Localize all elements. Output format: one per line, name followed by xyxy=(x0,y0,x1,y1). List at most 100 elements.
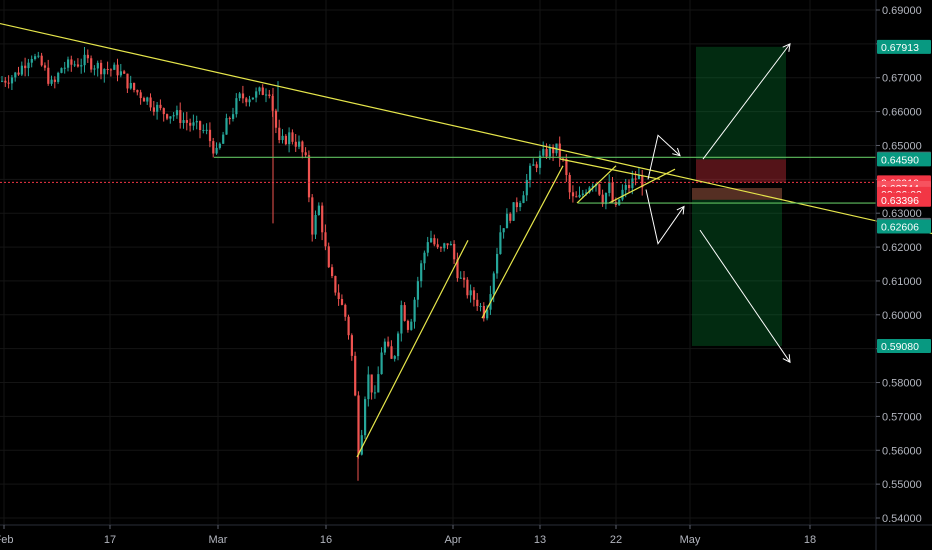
y-tick-label: 0.65000 xyxy=(882,140,922,152)
candle-body xyxy=(311,197,314,235)
candle-body xyxy=(423,252,426,264)
price-badge xyxy=(877,338,931,353)
candle-body xyxy=(601,194,604,205)
candle-body xyxy=(241,93,245,99)
candle-body xyxy=(608,182,611,193)
candle-body xyxy=(116,64,119,76)
candle-body xyxy=(288,132,291,145)
candle-body xyxy=(156,104,159,112)
price-badge xyxy=(877,192,931,207)
candle-body xyxy=(327,246,330,268)
candle-body xyxy=(314,214,317,235)
candle-body xyxy=(93,68,96,70)
candle-body xyxy=(565,158,568,176)
drawings xyxy=(0,22,932,458)
price-badge-label: 0.62606 xyxy=(881,222,919,234)
candle-body xyxy=(278,127,281,141)
candle-body xyxy=(90,58,93,70)
candle-body xyxy=(119,71,122,76)
candle-body xyxy=(228,118,231,120)
candle-body xyxy=(591,185,594,188)
candle-body xyxy=(512,202,515,221)
candle-body xyxy=(387,341,390,347)
candle-body xyxy=(30,59,33,63)
arrow-head xyxy=(672,147,681,157)
price-badges: 0.679130.646130.645900.639100.6374403:36… xyxy=(877,39,931,353)
candle-body xyxy=(67,59,70,68)
trend-line xyxy=(576,165,617,204)
candle-body xyxy=(575,196,578,198)
candle-body xyxy=(472,290,476,300)
x-tick-label: 22 xyxy=(610,534,622,546)
candle-body xyxy=(548,146,551,157)
candle-body xyxy=(281,135,284,141)
candle-body xyxy=(456,259,459,279)
candle-body xyxy=(47,67,50,84)
x-tick-label: Feb xyxy=(0,534,13,546)
candle-body xyxy=(486,309,489,319)
candle-body xyxy=(611,182,614,202)
candle-body xyxy=(185,120,188,123)
candle-body xyxy=(631,178,634,189)
candle-body xyxy=(298,141,301,147)
candle-body xyxy=(284,135,287,145)
candle-body xyxy=(621,189,624,200)
candle-body xyxy=(390,346,393,359)
candle-body xyxy=(175,110,179,116)
candle-body xyxy=(571,192,575,197)
candle-body xyxy=(578,194,581,198)
candle-body xyxy=(499,232,502,254)
candle-body xyxy=(443,243,446,249)
candle-body xyxy=(344,304,347,317)
candle-body xyxy=(331,267,334,277)
candle-body xyxy=(354,355,357,396)
candle-body xyxy=(397,333,400,357)
trend-line xyxy=(559,158,661,180)
candle-body xyxy=(142,98,146,102)
candle-body xyxy=(502,228,505,233)
candle-body xyxy=(63,67,66,69)
candle-body xyxy=(192,122,195,126)
candle-body xyxy=(637,175,641,180)
candle-body xyxy=(70,59,73,65)
candle-body xyxy=(377,374,380,393)
candle-body xyxy=(96,62,99,69)
candle-body xyxy=(159,104,162,109)
price-badge xyxy=(877,219,931,234)
candle-body xyxy=(505,213,509,229)
candle-body xyxy=(136,90,139,93)
candle-body xyxy=(83,54,86,66)
x-tick-label: 16 xyxy=(320,534,332,546)
candle-body xyxy=(255,91,258,98)
y-tick-label: 0.57000 xyxy=(882,411,922,423)
candle-body xyxy=(7,82,10,84)
candle-body xyxy=(420,263,423,282)
candle-body xyxy=(628,184,631,189)
price-axis[interactable]: 0.690000.680000.670000.660000.650000.640… xyxy=(875,0,922,550)
y-tick-label: 0.66000 xyxy=(882,107,922,119)
candle-body xyxy=(535,164,538,168)
candle-body xyxy=(618,199,621,205)
candle-body xyxy=(357,395,360,455)
candle-body xyxy=(199,121,202,131)
candle-body xyxy=(162,108,165,115)
trend-line xyxy=(356,240,469,458)
candle-body xyxy=(86,54,89,59)
candle-body xyxy=(552,146,555,154)
long-position-target-zone xyxy=(696,46,786,160)
candle-body xyxy=(123,71,126,74)
candle-body xyxy=(538,155,542,168)
candle-body xyxy=(334,276,337,293)
candle-body xyxy=(453,243,456,260)
candle-body xyxy=(129,82,132,89)
candle-body xyxy=(182,120,185,123)
candle-body xyxy=(634,178,637,180)
candle-body xyxy=(258,87,261,92)
candle-body xyxy=(519,202,522,208)
arrow-head xyxy=(676,205,685,215)
time-axis[interactable]: Feb 17 Mar 16 Apr 13 22 May 18 xyxy=(0,524,932,546)
candle-body xyxy=(562,158,565,160)
candle-body xyxy=(515,202,518,208)
candle-body xyxy=(172,115,175,117)
